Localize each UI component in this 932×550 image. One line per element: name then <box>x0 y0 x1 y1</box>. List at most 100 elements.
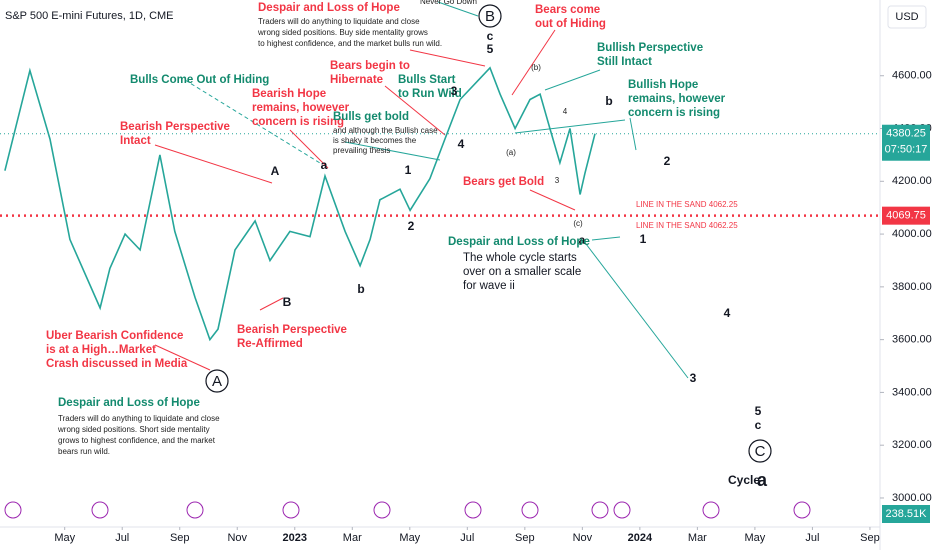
x-tick-label: Sep <box>170 532 190 544</box>
x-tick-label: 2023 <box>283 532 307 544</box>
wave-label: B <box>485 8 495 25</box>
annotation: B <box>283 295 292 309</box>
last-price-label: 4380.25 <box>886 128 926 140</box>
x-tick-label: Jul <box>115 532 129 544</box>
annotation: 4 <box>724 306 731 320</box>
annotation: c <box>755 418 762 432</box>
annotation: and although the Bullish case <box>333 126 438 135</box>
annotation: Traders will do anything to liquidate an… <box>258 17 420 26</box>
projection-line <box>514 119 626 134</box>
annotation: Re-Affirmed <box>237 338 303 350</box>
annotation: Bears come <box>535 4 600 16</box>
event-icon[interactable] <box>464 501 482 519</box>
x-tick-label: May <box>745 532 766 544</box>
annotation: remains, however <box>628 93 726 105</box>
y-tick-label: 3200.00 <box>892 439 932 451</box>
annotation: (a) <box>506 148 516 157</box>
annotation: Bullish Hope <box>628 79 698 91</box>
annotation: b <box>605 94 612 108</box>
currency-label: USD <box>895 11 918 23</box>
annotation: Despair and Loss of Hope <box>58 397 200 409</box>
x-tick-label: Mar <box>343 532 362 544</box>
y-tick-label: 3000.00 <box>892 492 932 504</box>
annotation: Bearish Perspective <box>237 324 347 336</box>
annotation: Never Go Down <box>420 0 477 6</box>
annotation: 2 <box>664 154 671 168</box>
x-tick-label: Jul <box>805 532 819 544</box>
projection-line <box>582 239 689 379</box>
wave-label: A <box>212 373 222 390</box>
annotation: bears run wild. <box>58 447 110 456</box>
event-icon[interactable] <box>91 501 109 519</box>
x-tick-label: Sep <box>515 532 535 544</box>
x-tick-label: Nov <box>573 532 593 544</box>
y-tick-label: 3600.00 <box>892 334 932 346</box>
annotation: Bullish Perspective <box>597 42 703 54</box>
x-tick-label: 2024 <box>628 532 653 544</box>
last-price-box <box>882 124 930 161</box>
wave-circle <box>205 369 229 393</box>
arrow-line <box>629 117 637 151</box>
arrow-line <box>289 129 329 169</box>
arrow-line <box>154 144 273 184</box>
annotation: The whole cycle starts <box>463 252 577 264</box>
arrow-line <box>259 297 284 311</box>
annotation: to highest confidence, and the market bu… <box>258 39 442 48</box>
annotation: Bearish Perspective <box>120 121 230 133</box>
annotation: concern is rising <box>628 107 720 119</box>
annotation: grows to highest confidence, and the mar… <box>58 436 216 445</box>
annotation: concern is rising <box>252 116 344 128</box>
annotation: Bears begin to <box>330 60 410 72</box>
annotation: 3 <box>555 176 560 185</box>
annotation: 3 <box>451 84 458 98</box>
arrow-line <box>154 344 211 371</box>
annotation: LINE IN THE SAND 4062.25 <box>636 200 738 209</box>
event-icon[interactable] <box>613 501 631 519</box>
annotation: LINE IN THE SAND 4062.25 <box>636 221 738 230</box>
annotation: to Run Wild <box>398 88 462 100</box>
annotation: (c) <box>573 219 583 228</box>
annotation: over on a smaller scale <box>463 266 581 278</box>
event-icon[interactable] <box>702 501 720 519</box>
annotation: wrong sided positions. Short side mental… <box>57 425 210 434</box>
annotation: Despair and Loss of Hope <box>448 236 590 248</box>
currency-box[interactable] <box>887 5 927 29</box>
annotation: 5 <box>755 404 762 418</box>
volume-box <box>882 505 930 523</box>
annotation: Bearish Hope <box>252 88 326 100</box>
arrow-line <box>544 69 601 91</box>
event-icon[interactable] <box>373 501 391 519</box>
annotation: (b) <box>531 63 541 72</box>
wave-circle <box>478 4 502 28</box>
annotation: a <box>757 470 768 490</box>
arrow-line <box>437 1 479 17</box>
y-tick-label: 4200.00 <box>892 175 932 187</box>
x-tick-label: Sep <box>860 532 880 544</box>
annotation: Bulls Come Out of Hiding <box>130 74 269 86</box>
annotation: wrong sided positions. Buy side mentalit… <box>257 28 428 37</box>
event-icon[interactable] <box>793 501 811 519</box>
annotation: Traders will do anything to liquidate an… <box>58 414 220 423</box>
reference-label: 4069.75 <box>886 210 926 222</box>
x-tick-label: Mar <box>688 532 707 544</box>
event-icon[interactable] <box>282 501 300 519</box>
annotation: 2 <box>408 219 415 233</box>
arrow-line <box>384 85 446 136</box>
projection-line <box>591 236 621 241</box>
annotation: 1 <box>640 232 647 246</box>
annotation: Despair and Loss of Hope <box>258 2 400 14</box>
arrow-line <box>409 49 486 67</box>
x-tick-label: Jul <box>460 532 474 544</box>
arrow-line <box>529 189 576 211</box>
annotation: is at a High…Market <box>46 344 156 356</box>
annotation: Bears get Bold <box>463 176 544 188</box>
event-icon[interactable] <box>521 501 539 519</box>
countdown-label: 07:50:17 <box>885 144 928 156</box>
event-icon[interactable] <box>4 501 22 519</box>
annotation: a <box>321 158 328 172</box>
event-icon[interactable] <box>186 501 204 519</box>
annotation: 1 <box>405 163 412 177</box>
event-icon[interactable] <box>591 501 609 519</box>
annotation: Hibernate <box>330 74 383 86</box>
annotation: out of Hiding <box>535 18 606 30</box>
